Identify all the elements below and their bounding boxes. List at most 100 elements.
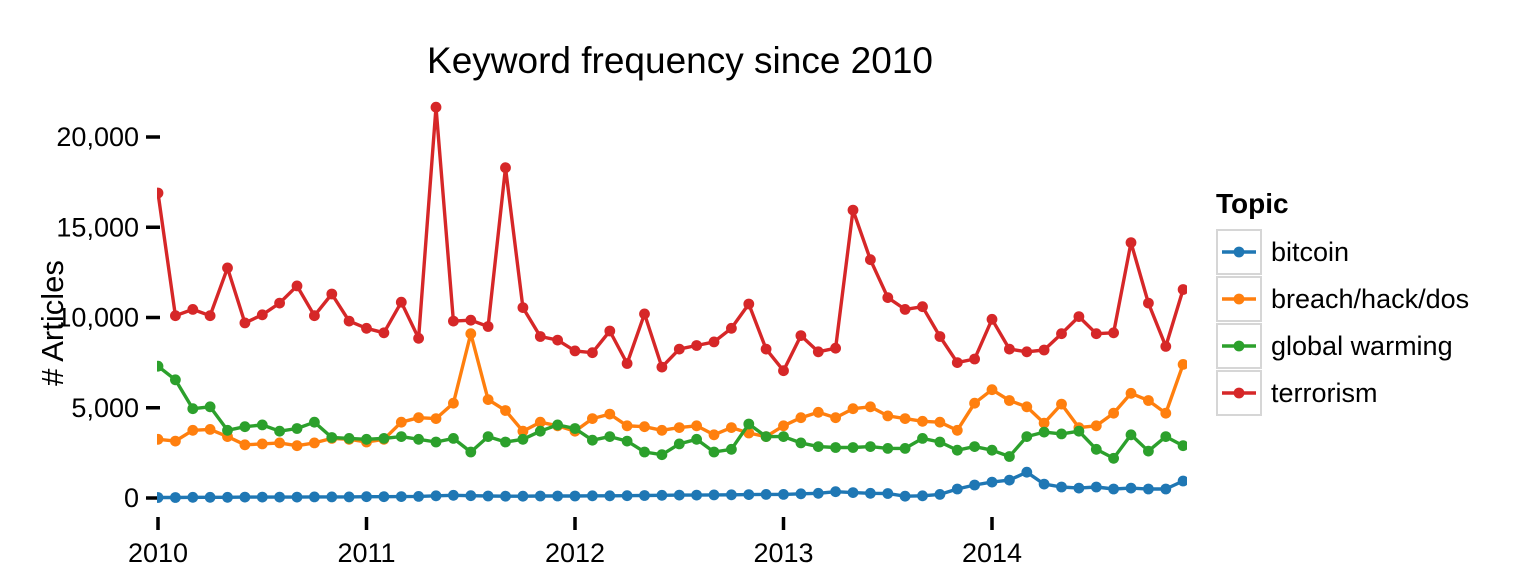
data-point bbox=[639, 421, 650, 433]
data-point bbox=[534, 490, 546, 502]
data-point bbox=[157, 492, 164, 503]
data-point bbox=[430, 490, 442, 502]
data-point bbox=[343, 315, 355, 327]
data-point bbox=[604, 408, 616, 420]
data-point bbox=[309, 310, 320, 322]
data-point bbox=[413, 491, 424, 502]
data-point bbox=[708, 336, 720, 348]
data-point bbox=[743, 418, 755, 430]
data-point bbox=[778, 365, 789, 377]
data-point bbox=[621, 358, 633, 369]
data-point bbox=[969, 479, 980, 491]
data-point bbox=[917, 301, 928, 313]
data-point bbox=[604, 490, 616, 502]
data-point bbox=[256, 438, 268, 450]
data-point bbox=[743, 298, 755, 310]
data-point bbox=[812, 346, 824, 358]
data-point bbox=[413, 332, 424, 344]
legend-label: global warming bbox=[1271, 330, 1453, 361]
data-point bbox=[222, 424, 233, 436]
data-point bbox=[343, 491, 355, 503]
data-point bbox=[500, 436, 511, 448]
data-point bbox=[222, 491, 233, 503]
data-point bbox=[204, 310, 216, 322]
data-point bbox=[256, 419, 268, 431]
data-point bbox=[604, 431, 616, 442]
data-point bbox=[204, 424, 216, 435]
data-point bbox=[1143, 395, 1154, 406]
data-point bbox=[378, 491, 390, 503]
data-point bbox=[482, 490, 494, 502]
x-tick-label: 2011 bbox=[337, 538, 395, 568]
data-point bbox=[187, 491, 199, 503]
data-point bbox=[482, 321, 494, 332]
data-point bbox=[899, 304, 911, 315]
data-point bbox=[951, 483, 963, 495]
data-point bbox=[1056, 328, 1067, 340]
legend-key-swatch bbox=[1216, 323, 1262, 369]
x-tick-label: 2012 bbox=[545, 538, 605, 568]
data-point bbox=[986, 313, 998, 325]
data-point bbox=[552, 419, 563, 431]
data-point bbox=[1056, 481, 1067, 493]
data-point bbox=[1038, 417, 1050, 429]
data-point bbox=[726, 422, 737, 433]
data-point bbox=[170, 310, 181, 322]
data-point bbox=[378, 433, 390, 444]
data-point bbox=[673, 422, 685, 433]
data-point bbox=[517, 302, 529, 313]
legend-items: bitcoin breach/hack/dos global warming terr… bbox=[1216, 229, 1469, 416]
data-point bbox=[534, 425, 546, 437]
data-point bbox=[430, 413, 442, 424]
data-point bbox=[934, 436, 946, 448]
data-point bbox=[482, 394, 494, 405]
data-point bbox=[1177, 440, 1187, 452]
legend-item-bitcoin: bitcoin bbox=[1216, 229, 1469, 275]
data-point bbox=[500, 405, 511, 416]
data-point bbox=[760, 431, 772, 442]
data-point bbox=[1177, 475, 1187, 487]
data-point bbox=[639, 490, 650, 501]
data-point bbox=[1021, 401, 1033, 413]
series-line-terrorism bbox=[157, 105, 1185, 373]
data-point bbox=[274, 437, 285, 449]
data-point bbox=[517, 433, 529, 445]
data-point bbox=[256, 309, 268, 321]
data-point bbox=[187, 403, 199, 415]
data-point bbox=[812, 441, 824, 452]
data-point bbox=[934, 331, 946, 342]
data-point bbox=[1004, 451, 1015, 462]
data-point bbox=[760, 489, 772, 500]
data-point bbox=[239, 317, 251, 329]
data-point bbox=[1177, 359, 1187, 370]
data-point bbox=[309, 416, 320, 428]
data-point bbox=[170, 492, 181, 503]
data-point bbox=[673, 343, 685, 355]
data-point bbox=[587, 413, 598, 424]
data-point bbox=[708, 429, 720, 441]
data-point bbox=[656, 424, 668, 436]
data-point bbox=[604, 325, 616, 337]
data-point bbox=[1125, 237, 1137, 249]
data-point bbox=[986, 444, 998, 456]
data-point bbox=[969, 397, 980, 409]
data-point bbox=[552, 334, 563, 346]
data-point bbox=[534, 331, 546, 342]
data-point bbox=[413, 433, 424, 445]
data-point bbox=[378, 327, 390, 339]
data-point bbox=[291, 280, 303, 292]
legend-key-swatch bbox=[1216, 276, 1262, 322]
data-point bbox=[1160, 431, 1172, 442]
data-point bbox=[413, 412, 424, 424]
y-tick-label: 15,000 bbox=[56, 212, 139, 242]
data-point bbox=[204, 401, 216, 413]
data-point bbox=[587, 434, 598, 446]
data-point bbox=[656, 361, 668, 373]
y-tick-label: 10,000 bbox=[56, 303, 139, 333]
y-tick-label: 20,000 bbox=[56, 122, 139, 152]
data-point bbox=[309, 437, 320, 449]
y-tick-label: 5,000 bbox=[71, 393, 139, 423]
data-point bbox=[1038, 344, 1050, 356]
